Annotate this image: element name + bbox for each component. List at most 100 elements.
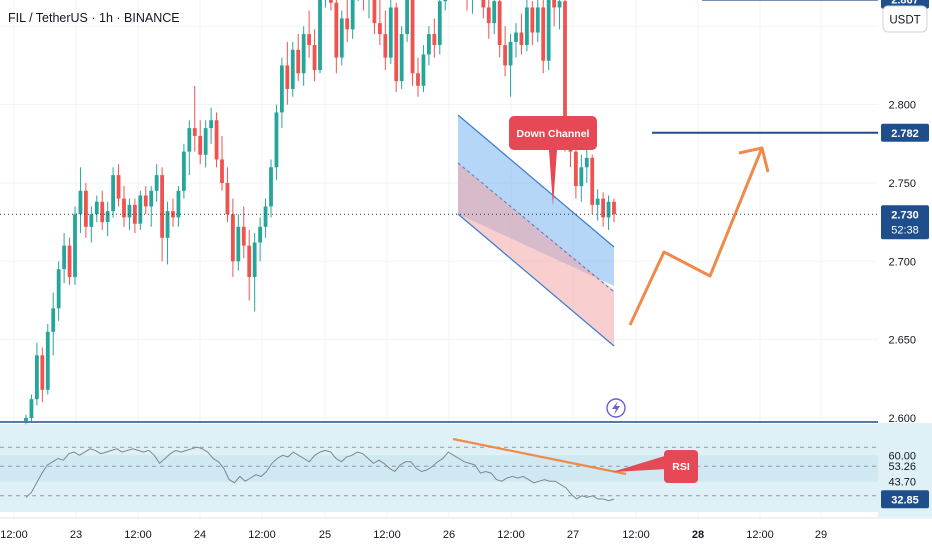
projection-arrowhead	[738, 146, 770, 173]
candle-body	[34, 355, 39, 400]
candle-body	[573, 151, 578, 187]
candle	[51, 292, 56, 356]
candle-body	[220, 159, 224, 183]
candle	[165, 201, 170, 265]
candle-body	[225, 182, 230, 215]
candle	[595, 189, 600, 221]
candle-body	[45, 331, 50, 390]
candle	[530, 1, 535, 46]
price-tick-label: 2.750	[888, 178, 916, 190]
candle-body	[40, 355, 45, 390]
candle	[149, 186, 154, 227]
lightning-icon[interactable]	[606, 398, 626, 418]
candle-body	[252, 242, 257, 277]
candle-body	[143, 195, 148, 207]
price-tick-label: 2.800	[888, 100, 916, 112]
candle-body	[535, 7, 540, 33]
candle-body	[56, 269, 61, 309]
candle	[363, 0, 365, 11]
candle	[492, 0, 497, 35]
candle-body	[345, 18, 350, 30]
candle	[514, 23, 518, 58]
time-tick-label: 12:00	[248, 529, 276, 541]
candle-body	[606, 201, 611, 218]
drawing-overlay	[457, 114, 615, 347]
candle	[111, 167, 116, 218]
candle-body	[350, 0, 355, 30]
candle-body	[160, 175, 165, 238]
candle	[40, 347, 45, 403]
candle	[312, 29, 317, 82]
candle-body	[552, 0, 557, 8]
candle-body	[154, 175, 159, 191]
candle	[154, 164, 159, 202]
current-price-tag	[881, 205, 929, 240]
candle-body	[105, 211, 110, 223]
candle-body	[584, 157, 589, 168]
candle	[132, 198, 137, 234]
candle	[187, 120, 192, 176]
candle	[328, 0, 333, 11]
candle	[503, 26, 508, 77]
candle	[24, 414, 28, 425]
candle-body	[388, 7, 393, 58]
candle	[541, 0, 546, 74]
rsi-line	[25, 446, 615, 502]
candle	[160, 167, 165, 262]
candle-body	[241, 226, 246, 246]
candle	[89, 206, 94, 243]
candle	[214, 112, 219, 168]
candle	[269, 159, 273, 218]
candle-body	[29, 399, 34, 418]
candle	[252, 233, 257, 312]
candle	[339, 10, 344, 66]
candle-body	[541, 7, 546, 61]
rsi-divergence-line	[452, 437, 627, 476]
annotations: Down Channel RSI	[0, 0, 878, 483]
candle-body	[247, 245, 252, 277]
candle-body	[307, 34, 312, 46]
currency-label: USDT	[889, 15, 920, 27]
candle	[62, 233, 67, 284]
candle	[426, 26, 431, 66]
symbol-title: FIL / TetherUS · 1h · BINANCE	[8, 11, 180, 25]
candle-body	[508, 41, 513, 66]
candle	[399, 26, 404, 89]
candle-body	[24, 418, 28, 422]
candle	[421, 45, 426, 93]
candle-body	[334, 2, 339, 58]
candle-countdown: 52:38	[891, 224, 919, 236]
candle	[508, 34, 513, 97]
candle	[524, 0, 529, 52]
rsi-current-label: 32.85	[891, 494, 919, 506]
candle	[377, 0, 382, 46]
time-tick-label: 12:00	[124, 529, 152, 541]
candle-body	[519, 32, 524, 46]
candle	[372, 0, 377, 35]
channel-mid-line	[457, 162, 615, 293]
rsi-band	[0, 455, 878, 482]
price-tick-label: 2.650	[888, 335, 916, 347]
candle	[105, 201, 110, 237]
candle	[116, 164, 121, 207]
candle-body	[437, 1, 442, 46]
candle	[383, 10, 388, 71]
currency-button[interactable]: USDT	[882, 5, 928, 33]
time-tick-label: 27	[567, 529, 579, 541]
candle	[122, 186, 126, 227]
time-tick-label: 12:00	[746, 529, 774, 541]
candle-body	[203, 128, 208, 155]
candle	[73, 206, 77, 285]
level-price-label: 2.867	[891, 0, 919, 7]
candle-body	[514, 32, 518, 42]
candle	[56, 261, 61, 321]
candle	[388, 0, 393, 64]
candle	[497, 0, 502, 58]
candle	[241, 206, 246, 259]
candle	[203, 120, 208, 168]
candle-body	[503, 45, 508, 66]
current-price-value: 2.730	[891, 209, 919, 221]
candle	[78, 167, 83, 234]
